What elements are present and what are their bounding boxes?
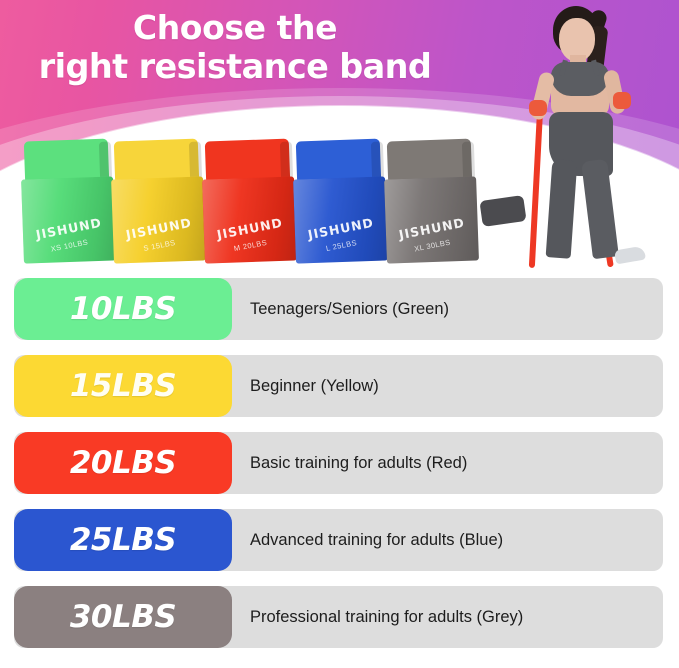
row-description: Beginner (Yellow) (250, 376, 379, 395)
list-item: 30LBS Professional training for adults (… (0, 586, 679, 648)
row-description: Basic training for adults (Red) (250, 453, 468, 472)
list-item: 20LBS Basic training for adults (Red) (0, 432, 679, 494)
band-photo-red: JISHUND M 20LBS (201, 138, 297, 264)
model-leg-left (545, 159, 578, 259)
fitness-model-photo (479, 0, 677, 268)
weight-badge-10lbs: 10LBS (14, 278, 232, 340)
list-item: 15LBS Beginner (Yellow) (0, 355, 679, 417)
weight-badge-label: 10LBS (69, 291, 177, 327)
model-leg-right (581, 158, 619, 260)
resistance-level-list: 10LBS Teenagers/Seniors (Green) 15LBS Be… (0, 278, 679, 668)
weight-badge-15lbs: 15LBS (14, 355, 232, 417)
resistance-band-photo-group: JISHUND XS 10LBS JISHUND S 15LBS JISHUND… (0, 112, 500, 264)
title-line-2: right resistance band (38, 47, 432, 86)
weight-badge-label: 20LBS (69, 445, 177, 481)
page-title: Choose the right resistance band (0, 8, 470, 86)
band-photo-green: JISHUND XS 10LBS (20, 138, 116, 264)
weight-badge-30lbs: 30LBS (14, 586, 232, 648)
band-photo-blue: JISHUND L 25LBS (292, 138, 388, 264)
title-line-1: Choose the (132, 8, 338, 47)
hero-banner: Choose the right resistance band JISHUND… (0, 0, 679, 268)
model-hand-right-grip (613, 92, 631, 109)
band-photo-grey: JISHUND XL 30LBS (383, 138, 479, 264)
yoga-mat (479, 195, 527, 227)
model-hand-left-grip (529, 100, 547, 116)
weight-badge-label: 15LBS (69, 368, 177, 404)
red-band-left-strand (528, 107, 544, 268)
band-photo-yellow: JISHUND S 15LBS (110, 138, 206, 264)
row-description: Teenagers/Seniors (Green) (250, 299, 450, 318)
weight-badge-25lbs: 25LBS (14, 509, 232, 571)
row-description: Advanced training for adults (Blue) (250, 530, 504, 549)
weight-badge-label: 25LBS (69, 522, 177, 558)
model-shoe (614, 245, 646, 265)
weight-badge-20lbs: 20LBS (14, 432, 232, 494)
list-item: 25LBS Advanced training for adults (Blue… (0, 509, 679, 571)
weight-badge-label: 30LBS (69, 599, 177, 635)
row-description: Professional training for adults (Grey) (250, 607, 524, 626)
model-face (559, 18, 595, 62)
model-sports-bra (551, 62, 609, 96)
list-item: 10LBS Teenagers/Seniors (Green) (0, 278, 679, 340)
